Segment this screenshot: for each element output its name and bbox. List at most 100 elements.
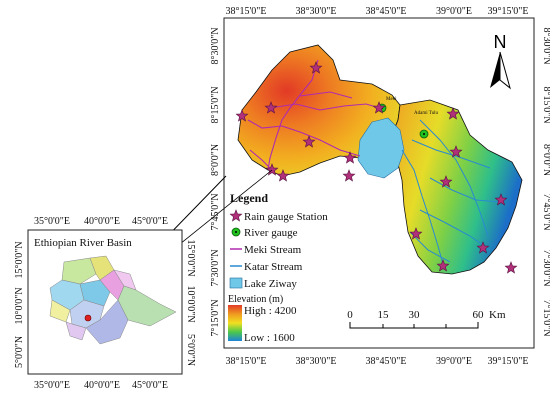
- rain-gauge-star-icon: [409, 227, 423, 240]
- rain-gauge-star-icon: [309, 61, 323, 74]
- scale-tick: 30: [409, 309, 421, 321]
- tick-label: 39°0'0"E: [436, 356, 472, 367]
- katar-stream-branch: [409, 231, 451, 263]
- tick-label: 7°15'0"N: [210, 299, 221, 336]
- rain-gauge-star-icon: [449, 145, 463, 158]
- meki-stream-main: [267, 59, 319, 171]
- star-icon: [229, 209, 243, 222]
- legend-title: Legend: [230, 191, 268, 205]
- north-arrow-icon-half: [499, 51, 511, 90]
- katar-stream-branch: [419, 119, 489, 237]
- scale-bar: 0 15 30 60 Km: [347, 309, 506, 329]
- katar-streams: [401, 119, 501, 269]
- tick-label: 39°15'0"E: [488, 6, 529, 17]
- elevation-high: High : 4200: [244, 305, 297, 317]
- tick-label: 38°45'0"E: [366, 356, 407, 367]
- rain-gauge-stations: [235, 61, 518, 274]
- tick-label: 35°0'0"E: [34, 216, 70, 227]
- legend-label: Lake Ziway: [244, 278, 297, 290]
- inset-right-ticks: 15°0'0"N 10°0'0"N 5°0'0"N: [185, 239, 196, 366]
- north-arrow-icon: [490, 52, 500, 88]
- rain-gauge-star-icon: [446, 107, 460, 120]
- town-label-adami-tulu: Adami Tulu: [414, 111, 439, 116]
- tick-label: 38°30'0"E: [296, 356, 337, 367]
- katar-stream-branch: [419, 209, 491, 251]
- scale-unit: Km: [489, 309, 506, 321]
- legend-label: Rain gauge Station: [244, 211, 328, 223]
- tick-label: 10°0'0"N: [185, 285, 196, 322]
- tick-label: 40°0'0"E: [84, 216, 120, 227]
- tick-label: 35°0'0"E: [34, 380, 70, 391]
- rain-gauge-star-icon: [476, 241, 490, 254]
- tick-label: 10°0'0"N: [14, 287, 25, 324]
- tick-label: 7°45'0"N: [541, 193, 550, 230]
- lake-ziway: [357, 117, 405, 179]
- legend-item-katar-stream: Katar Stream: [230, 261, 303, 273]
- tick-label: 7°30'0"N: [541, 249, 550, 286]
- tick-label: 5°0'0"N: [185, 334, 196, 366]
- katar-stream-branch: [411, 139, 491, 169]
- rain-gauge-star-icon: [439, 175, 453, 188]
- tick-label: 5°0'0"N: [14, 336, 25, 368]
- tick-label: 8°30'0"N: [541, 27, 550, 64]
- rain-gauge-star-icon: [276, 169, 290, 182]
- tick-label: 15°0'0"N: [185, 239, 196, 276]
- tick-label: 38°15'0"E: [226, 6, 267, 17]
- basin-region: [79, 279, 111, 307]
- elevation-title: Elevation (m): [228, 294, 283, 305]
- rain-gauge-star-icon: [504, 261, 518, 274]
- elevation-low: Low : 1600: [244, 332, 295, 344]
- rain-gauge-star-icon: [235, 109, 249, 122]
- katar-stream-branch: [429, 177, 501, 203]
- katar-basin-area: [391, 99, 523, 275]
- tick-label: 7°15'0"N: [541, 299, 550, 336]
- inset-title: Ethiopian River Basin: [34, 237, 132, 249]
- main-right-ticks: 8°30'0"N 8°15'0"N 8°0'0"N 7°45'0"N 7°30'…: [541, 27, 550, 336]
- legend-item-lake-ziway: Lake Ziway: [229, 277, 297, 290]
- rain-gauge-star-icon: [372, 101, 386, 114]
- legend-label: River gauge: [244, 227, 298, 239]
- legend: Legend Rain gauge Station River gauge Me…: [228, 191, 328, 344]
- inset-left-ticks: 15°0'0"N 10°0'0"N 5°0'0"N: [14, 241, 25, 368]
- tick-label: 8°30'0"N: [210, 27, 221, 64]
- scale-bar-line: [349, 322, 479, 329]
- main-bottom-ticks: 38°15'0"E 38°30'0"E 38°45'0"E 39°0'0"E 3…: [226, 356, 529, 367]
- tick-label: 8°15'0"N: [210, 86, 221, 123]
- north-label: N: [494, 32, 507, 52]
- inset-map: Ethiopian River Basin 35°0'0"E 40°0'0"E …: [14, 216, 196, 391]
- tick-label: 40°0'0"E: [84, 380, 120, 391]
- tick-label: 15°0'0"N: [14, 241, 25, 278]
- meki-stream-branch: [249, 149, 271, 169]
- tick-label: 7°30'0"N: [210, 249, 221, 286]
- tick-label: 8°15'0"N: [541, 86, 550, 123]
- main-left-ticks: 8°30'0"N 8°15'0"N 8°0'0"N 7°45'0"N 7°30'…: [210, 27, 221, 336]
- rain-gauge-star-icon: [494, 193, 508, 206]
- basin-region: [65, 321, 87, 341]
- north-arrow: N: [490, 32, 511, 90]
- rain-gauge-star-icon: [343, 151, 357, 164]
- tick-label: 39°15'0"E: [488, 356, 529, 367]
- river-gauge-icon-center: [235, 231, 237, 233]
- meki-streams: [247, 59, 381, 171]
- legend-item-river-gauge: River gauge: [231, 227, 298, 239]
- inset-top-ticks: 35°0'0"E 40°0'0"E 45°0'0"E: [34, 216, 168, 227]
- meki-stream-branch: [269, 103, 381, 111]
- main-top-ticks: 38°15'0"E 38°30'0"E 38°45'0"E 39°0'0"E 3…: [226, 6, 529, 17]
- scale-tick: 0: [347, 309, 353, 321]
- basin-region: [85, 299, 129, 345]
- tick-label: 7°45'0"N: [210, 193, 221, 230]
- rain-gauge-star-icon: [436, 259, 450, 272]
- main-map: Meki Adami Tulu 38°15'0"E 38°30'0"E 38°4…: [210, 6, 550, 367]
- tick-label: 8°0'0"N: [210, 144, 221, 176]
- meki-stream-branch: [299, 91, 353, 99]
- legend-item-meki-stream: Meki Stream: [230, 244, 302, 256]
- study-area-marker: [84, 314, 92, 322]
- river-gauge-center: [423, 133, 425, 135]
- tick-label: 8°0'0"N: [541, 144, 550, 176]
- rain-gauge-star-icon: [264, 101, 278, 114]
- elevation-ramp: [228, 305, 242, 341]
- legend-item-rain-gauge: Rain gauge Station: [229, 209, 328, 223]
- tick-label: 45°0'0"E: [132, 380, 168, 391]
- rain-gauge-star-icon: [302, 135, 316, 148]
